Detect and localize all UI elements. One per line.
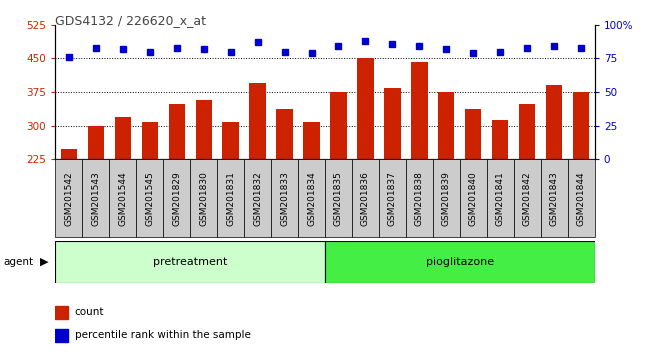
Bar [190,159,217,237]
Text: GSM201839: GSM201839 [442,171,451,226]
Text: GSM201831: GSM201831 [226,171,235,226]
Text: GSM201832: GSM201832 [253,171,262,225]
Bar [460,159,487,237]
Bar [546,85,562,159]
Text: GSM201833: GSM201833 [280,171,289,226]
Text: GSM201837: GSM201837 [388,171,397,226]
Text: GDS4132 / 226620_x_at: GDS4132 / 226620_x_at [55,14,206,27]
Bar [276,109,292,159]
Bar [541,159,568,237]
Text: GSM201830: GSM201830 [199,171,208,226]
Text: GSM201834: GSM201834 [307,171,316,225]
Bar [487,159,514,237]
Text: GSM201842: GSM201842 [523,171,532,225]
Bar [82,159,109,237]
Bar [196,100,212,159]
Bar [406,159,433,237]
Bar [109,159,136,237]
Text: GSM201843: GSM201843 [550,171,559,225]
Bar [330,92,346,159]
Bar [325,241,595,283]
Bar [438,92,454,159]
Bar [60,149,77,159]
Text: pioglitazone: pioglitazone [426,257,494,267]
Bar [492,120,508,159]
Text: agent: agent [3,257,33,267]
Text: GSM201543: GSM201543 [91,171,100,225]
Bar [573,92,590,159]
Text: GSM201840: GSM201840 [469,171,478,225]
Bar [142,122,158,159]
Bar [55,329,68,342]
Bar [55,306,68,319]
Text: GSM201544: GSM201544 [118,171,127,225]
Bar [271,159,298,237]
Bar [217,159,244,237]
Bar [325,159,352,237]
Text: GSM201836: GSM201836 [361,171,370,226]
Bar [168,104,185,159]
Bar [304,122,320,159]
Bar [568,159,595,237]
Text: percentile rank within the sample: percentile rank within the sample [75,330,250,341]
Text: GSM201835: GSM201835 [334,171,343,226]
Bar [433,159,460,237]
Text: GSM201542: GSM201542 [64,171,73,225]
Bar [163,159,190,237]
Bar [244,159,271,237]
Bar [379,159,406,237]
Bar [358,57,374,159]
Text: GSM201545: GSM201545 [145,171,154,225]
Text: GSM201838: GSM201838 [415,171,424,226]
Bar [136,159,163,237]
Bar [514,159,541,237]
Text: GSM201829: GSM201829 [172,171,181,225]
Bar [384,88,400,159]
Text: pretreatment: pretreatment [153,257,228,267]
Bar [55,241,325,283]
Bar [352,159,379,237]
Bar [250,83,266,159]
Text: GSM201841: GSM201841 [496,171,505,225]
Bar [222,122,239,159]
Bar [114,117,131,159]
Bar [298,159,325,237]
Bar [519,104,536,159]
Text: count: count [75,307,104,318]
Bar [465,109,482,159]
Text: ▶: ▶ [40,257,49,267]
Bar [88,126,104,159]
Bar [411,62,428,159]
Bar [55,159,83,237]
Text: GSM201844: GSM201844 [577,171,586,225]
